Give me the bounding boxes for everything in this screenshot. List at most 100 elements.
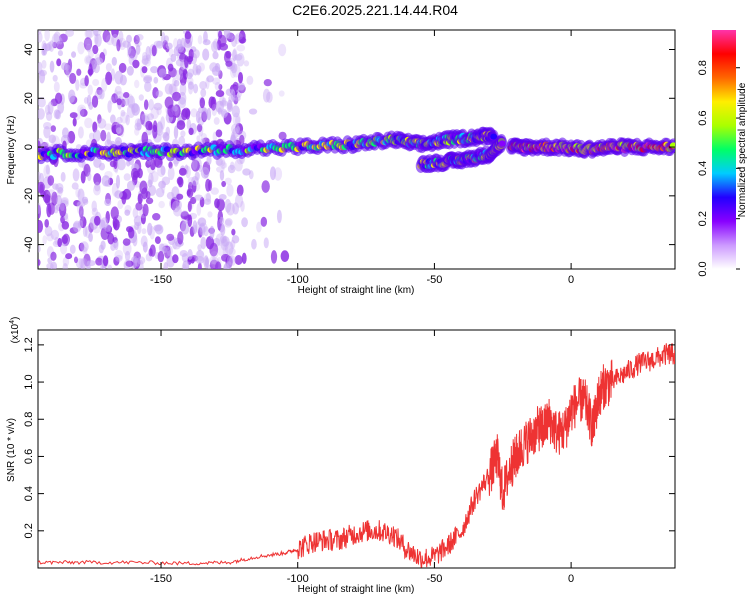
colorbar-tick-label: 0.2 bbox=[697, 211, 709, 226]
noise-blob bbox=[184, 31, 192, 40]
snr-xlabel: Height of straight line (km) bbox=[298, 584, 415, 595]
noise-blob bbox=[195, 256, 205, 264]
noise-blob bbox=[76, 200, 84, 215]
noise-blob bbox=[94, 181, 101, 192]
noise-blob bbox=[111, 56, 118, 66]
noise-blob bbox=[87, 84, 93, 96]
noise-blob bbox=[123, 91, 130, 99]
noise-blob bbox=[146, 113, 155, 121]
noise-blob bbox=[205, 192, 211, 203]
noise-blob bbox=[72, 117, 77, 127]
noise-blob bbox=[221, 253, 230, 262]
noise-blob bbox=[158, 180, 167, 189]
noise-blob bbox=[92, 44, 99, 55]
noise-blob bbox=[91, 207, 99, 217]
noise-blob bbox=[141, 187, 148, 200]
noise-blob bbox=[60, 171, 66, 182]
noise-blob bbox=[215, 90, 225, 98]
noise-blob bbox=[183, 40, 192, 53]
noise-blob bbox=[104, 171, 113, 179]
noise-blob bbox=[200, 236, 207, 250]
noise-blob bbox=[137, 168, 143, 179]
noise-blob bbox=[85, 56, 92, 64]
snr-axes: -150 -100 -50 0 0.2 0.4 0.6 0.8 1.0 1.2 bbox=[23, 330, 675, 585]
snr-y-tick-label: 1.0 bbox=[23, 374, 35, 389]
noise-blob bbox=[126, 226, 134, 233]
noise-blob bbox=[231, 35, 238, 48]
snr-y-tick-label: 1.2 bbox=[23, 337, 35, 352]
noise-blob bbox=[154, 236, 161, 244]
colorbar-tick-label: 0.4 bbox=[697, 161, 709, 176]
noise-blob bbox=[168, 47, 174, 57]
noise-blob bbox=[164, 131, 169, 143]
colorbar-label: Normalized spectral amplitude bbox=[737, 82, 748, 217]
noise-blob bbox=[118, 62, 127, 74]
noise-blob bbox=[202, 48, 210, 61]
snr-x-tick-label: -100 bbox=[287, 573, 309, 585]
noise-blob bbox=[182, 260, 190, 269]
noise-blob bbox=[132, 207, 139, 219]
noise-blob bbox=[158, 200, 165, 209]
noise-blob bbox=[232, 202, 240, 215]
noise-blob bbox=[222, 235, 228, 247]
noise-blob bbox=[278, 90, 285, 97]
noise-blob bbox=[132, 234, 138, 247]
noise-blob bbox=[119, 111, 129, 124]
noise-blob bbox=[153, 224, 162, 232]
noise-blob bbox=[102, 255, 109, 267]
noise-blob bbox=[48, 40, 55, 52]
noise-blob bbox=[212, 51, 219, 60]
spectrogram-y-tick-label: 0 bbox=[23, 144, 35, 150]
noise-blob bbox=[111, 30, 119, 38]
noise-blob bbox=[155, 90, 163, 98]
noise-blob bbox=[55, 182, 64, 192]
noise-blob bbox=[119, 42, 126, 50]
noise-blob bbox=[229, 161, 235, 171]
snr-scale-label: (x104) bbox=[9, 317, 21, 344]
noise-blob bbox=[202, 110, 207, 122]
noise-blob bbox=[148, 172, 154, 186]
colorbar-tick-label: 0.6 bbox=[697, 110, 709, 125]
noise-blob bbox=[69, 112, 78, 119]
noise-blob bbox=[38, 108, 45, 120]
noise-blob bbox=[180, 130, 186, 138]
noise-blob bbox=[114, 240, 119, 251]
noise-blob bbox=[93, 184, 101, 196]
noise-blob bbox=[191, 159, 200, 172]
noise-blob bbox=[140, 113, 147, 121]
noise-blob bbox=[116, 98, 122, 106]
noise-blob bbox=[203, 226, 210, 237]
spectrogram-x-tick-label: -100 bbox=[287, 274, 309, 286]
noise-blob bbox=[145, 120, 153, 131]
noise-blob bbox=[242, 168, 251, 176]
noise-blob bbox=[207, 211, 213, 218]
noise-blob bbox=[225, 50, 232, 59]
noise-blob bbox=[41, 59, 47, 69]
noise-blob bbox=[196, 135, 201, 142]
noise-blob bbox=[59, 202, 65, 212]
noise-blob bbox=[190, 108, 198, 118]
snr-plot bbox=[38, 343, 675, 568]
noise-blob bbox=[73, 200, 81, 207]
noise-blob bbox=[198, 223, 206, 236]
noise-blob bbox=[53, 31, 61, 44]
snr-y-tick-label: 0.6 bbox=[23, 449, 35, 464]
noise-blob bbox=[88, 132, 95, 140]
noise-blob bbox=[211, 40, 219, 53]
noise-blob bbox=[47, 101, 54, 115]
noise-blob bbox=[98, 244, 104, 254]
noise-blob bbox=[164, 83, 173, 95]
noise-blob bbox=[38, 220, 44, 233]
noise-blob bbox=[52, 183, 59, 190]
noise-blob bbox=[209, 62, 218, 73]
noise-blob bbox=[178, 136, 186, 146]
spectrogram-y-tick-label: -40 bbox=[23, 237, 35, 253]
noise-blob bbox=[186, 119, 192, 130]
noise-blob bbox=[77, 41, 85, 55]
noise-blob bbox=[261, 180, 270, 193]
noise-blob bbox=[150, 66, 159, 74]
noise-blob bbox=[170, 53, 177, 63]
noise-blob bbox=[127, 95, 136, 109]
noise-blob bbox=[141, 131, 149, 146]
spectrogram-ylabel: Frequency (Hz) bbox=[6, 116, 17, 185]
